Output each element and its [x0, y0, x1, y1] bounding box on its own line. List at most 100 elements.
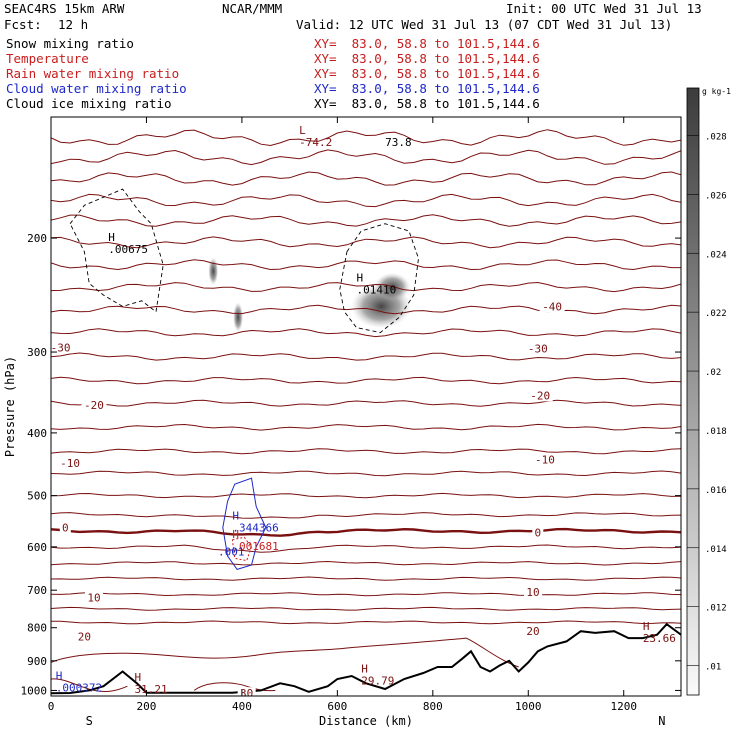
isotherm-label-bg: [59, 521, 71, 534]
isotherm: [51, 236, 681, 249]
init-time: Init: 00 UTC Wed 31 Jul 13: [506, 1, 702, 16]
isotherm-label: -30: [51, 341, 74, 354]
x-tick-label: 400: [232, 700, 252, 713]
y-tick-label: 900: [27, 655, 47, 668]
isotherm: [51, 606, 681, 611]
isotherm: [51, 576, 681, 581]
x-tick-label: 800: [423, 700, 443, 713]
isotherm-label: 0: [59, 521, 71, 534]
isotherm-label-text: -10: [60, 457, 80, 470]
isotherm: [51, 592, 681, 597]
isotherm: [51, 470, 681, 477]
field-name-snow: Snow mixing ratio: [6, 36, 134, 51]
valid-time: Valid: 12 UTC Wed 31 Jul 13 (07 CDT Wed …: [296, 17, 673, 32]
isotherm-label-text: -30: [528, 342, 548, 355]
isotherm-label-bg: [51, 341, 74, 354]
x-start-label: S: [86, 714, 93, 728]
extremum-mark: H: [232, 509, 239, 522]
isotherm: [51, 328, 681, 338]
extremum-mark: H: [356, 271, 363, 284]
y-tick-label: 400: [27, 427, 47, 440]
extremum-mark: H: [232, 528, 239, 541]
field-name-rain: Rain water mixing ratio: [6, 66, 180, 81]
x-tick-label: 600: [327, 700, 347, 713]
isotherm: [51, 129, 681, 147]
isotherm: [51, 281, 681, 293]
isotherm-label-bg: [524, 586, 543, 599]
terrain-surface: [51, 622, 681, 695]
y-axis-label: Pressure (hPa): [3, 356, 17, 457]
extremum-value: .01410: [356, 283, 396, 296]
isotherm-label-bg: [532, 526, 544, 539]
isotherm: [51, 214, 681, 227]
field-name-temperature: Temperature: [6, 51, 89, 66]
extremum-value: 29.79: [361, 674, 394, 687]
isotherm: [51, 376, 681, 385]
isotherm-label-text: -40: [542, 300, 562, 313]
extremum-value: .344366: [232, 521, 278, 534]
model-title: SEAC4RS 15km ARW: [4, 1, 125, 16]
isotherm-label-text: 10: [87, 591, 100, 604]
field-xy-snow: XY= 83.0, 58.8 to 101.5,144.6: [314, 36, 540, 51]
cloud-water-contour: [222, 477, 267, 570]
y-tick-label: 1000: [21, 684, 48, 697]
isotherm: [51, 492, 681, 499]
isotherm: [51, 512, 681, 519]
freezing-isotherm: [51, 527, 681, 537]
extremum-label: H23.66: [643, 620, 676, 645]
isotherm: [51, 620, 681, 625]
isotherm-label-text: 0: [535, 526, 542, 539]
field-xy-cloud-water: XY= 83.0, 58.8 to 101.5,144.6: [314, 81, 540, 96]
y-tick-label: 300: [27, 346, 47, 359]
snow-contour: [339, 223, 419, 334]
y-tick-label: 700: [27, 584, 47, 597]
isotherm-label-text: 20: [526, 625, 539, 638]
isotherm-label: -10: [532, 453, 558, 467]
extremum-mark: H: [56, 670, 63, 683]
extremum-value: -74.2: [299, 136, 332, 149]
isotherm-label: 0: [532, 526, 544, 539]
isotherm-label: 20: [524, 625, 543, 638]
extremum-label: H.001681: [232, 528, 278, 553]
isotherm-label-bg: [57, 456, 83, 469]
extremum-value: .001681: [232, 540, 278, 553]
isotherm-label: -10: [57, 456, 83, 470]
plot-frame: [50, 116, 682, 697]
isotherm-label-text: 0: [62, 521, 69, 534]
isotherm: [51, 193, 681, 208]
isotherm-label-text: -20: [84, 399, 104, 412]
fcst-label: Fcst:: [4, 17, 42, 32]
extremum-value: 73.8: [385, 136, 412, 149]
extremum-label: H.000372: [56, 670, 102, 695]
extremum-label: H.00675: [108, 231, 148, 256]
colorbar-unit: g kg-1: [702, 87, 731, 96]
isotherm-lower: [51, 637, 519, 668]
isotherm-lower: [51, 678, 128, 693]
y-tick-label: 200: [27, 232, 47, 245]
field-xy-rain: XY= 83.0, 58.8 to 101.5,144.6: [314, 66, 540, 81]
colorbar-tick-label: .026: [705, 191, 727, 201]
colorbar: [686, 87, 700, 696]
extremum-value: 23.66: [643, 632, 676, 645]
isotherm: [51, 149, 681, 166]
rain-water-contour: [231, 536, 253, 562]
isotherm: [51, 259, 681, 271]
field-xy-cloud-ice: XY= 83.0, 58.8 to 101.5,144.6: [314, 96, 540, 111]
isotherm-label: 30: [237, 687, 256, 696]
extremum-value: .000372: [56, 682, 102, 695]
extremum-value: .00675: [108, 243, 148, 256]
extremum-label: 73.8: [385, 136, 412, 149]
colorbar-tick-label: .014: [705, 545, 727, 555]
isotherm-label-bg: [84, 591, 103, 604]
x-end-label: N: [658, 714, 665, 728]
colorbar-tick-label: .01: [705, 663, 721, 673]
extremum-label: H29.79: [361, 662, 394, 687]
isotherm-label: -20: [81, 398, 107, 412]
isotherm-label-bg: [81, 398, 107, 411]
isotherm-label: -30: [525, 342, 551, 355]
extremum-mark: H: [108, 231, 115, 244]
colorbar-tick-label: .024: [705, 250, 727, 260]
org-label: NCAR/MMM: [222, 1, 283, 16]
y-tick-label: 500: [27, 490, 47, 503]
isotherm-label-bg: [527, 389, 553, 402]
